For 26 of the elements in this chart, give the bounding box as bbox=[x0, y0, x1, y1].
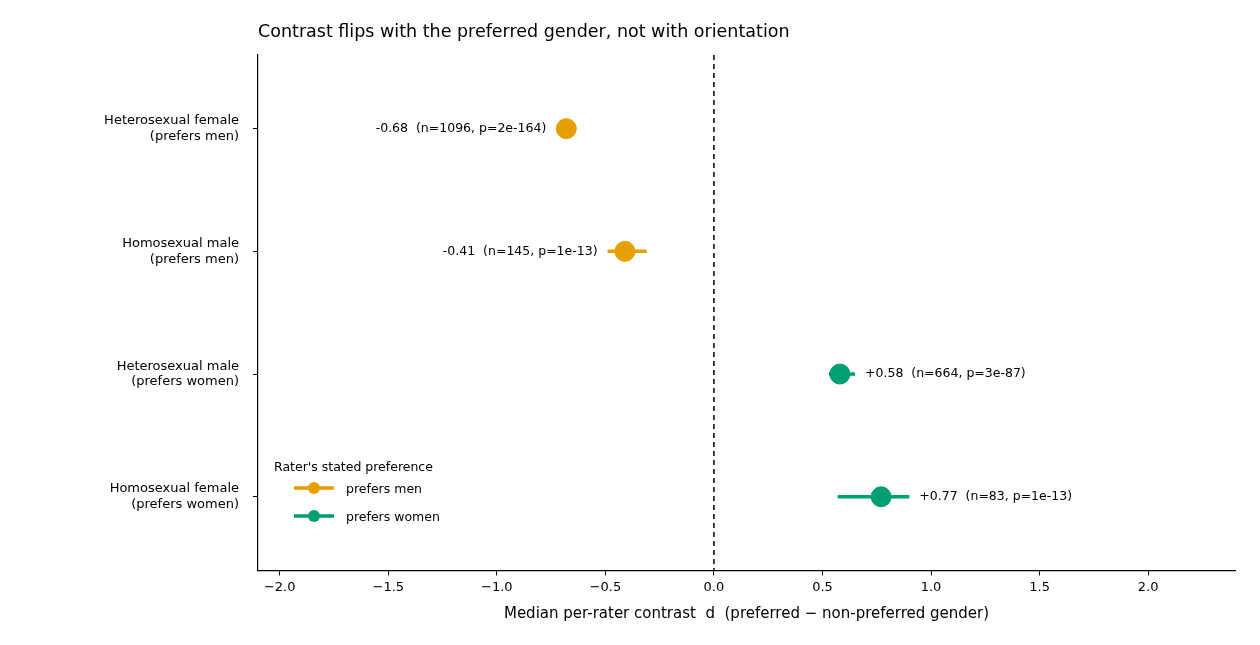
data-label: -0.41 (n=145, p=1e-13) bbox=[442, 242, 598, 258]
x-tick-label: −1.5 bbox=[372, 578, 405, 594]
y-tick-label: Heterosexual female (prefers men) bbox=[104, 112, 239, 143]
x-tick-label: 2.0 bbox=[1137, 578, 1159, 594]
x-tick-label: 1.0 bbox=[920, 578, 942, 594]
point bbox=[829, 363, 851, 385]
x-tick-label: −1.0 bbox=[481, 578, 513, 594]
y-tick-label: Homosexual female (prefers women) bbox=[109, 480, 239, 511]
legend-title: Rater's stated preference bbox=[274, 459, 434, 474]
point bbox=[870, 486, 892, 508]
x-tick-label: 0.0 bbox=[703, 578, 725, 594]
x-tick-label: −2.0 bbox=[263, 578, 296, 594]
data-label: -0.68 (n=1096, p=2e-164) bbox=[375, 119, 547, 135]
data-label: +0.77 (n=83, p=1e-13) bbox=[919, 488, 1073, 504]
chart-title: Contrast flips with the preferred gender, not with orientation bbox=[258, 21, 790, 41]
x-tick-label: −0.5 bbox=[589, 578, 622, 594]
y-tick-label: Homosexual male (prefers men) bbox=[122, 234, 239, 266]
point bbox=[555, 118, 577, 140]
point bbox=[614, 240, 636, 262]
legend-label: prefers men bbox=[346, 480, 422, 496]
legend-label: prefers women bbox=[346, 508, 440, 524]
y-tick-label: Heterosexual male (prefers women) bbox=[116, 357, 239, 389]
x-axis-title: Median per-rater contrast d (preferred − non-preferred gender) bbox=[503, 603, 990, 622]
data-label: +0.58 (n=664, p=3e-87) bbox=[865, 365, 1026, 381]
x-tick-label: 1.5 bbox=[1029, 578, 1050, 594]
x-tick-label: 0.5 bbox=[812, 578, 833, 594]
